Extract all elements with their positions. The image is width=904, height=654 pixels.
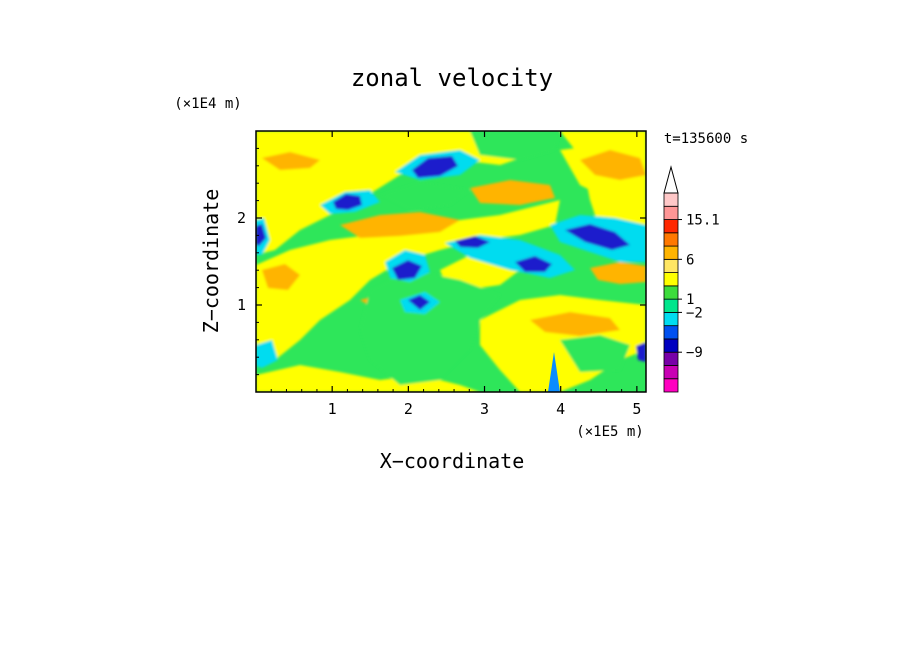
region-strong-positive [530, 312, 620, 336]
region-strong-negative [256, 224, 266, 246]
x-unit-label: (×1E5 m) [576, 424, 643, 440]
x-tick-label: 3 [480, 400, 489, 418]
region-positive [256, 200, 560, 365]
colorbar-label: 6 [686, 252, 694, 268]
colorbar-segment [663, 351, 679, 366]
region-positive [256, 131, 560, 255]
chart-title: zonal velocity [351, 64, 553, 92]
region-near-zero [470, 131, 560, 160]
region-strong-positive [262, 264, 300, 290]
colorbar-segment [663, 365, 679, 380]
contour-field [256, 131, 646, 392]
colorbar-segment [663, 338, 679, 353]
region-strong-negative [565, 224, 630, 250]
colorbar-segment [663, 245, 679, 260]
colorbar: 15.1 6 1−2 −9 [663, 165, 720, 393]
region-negative-spike [548, 352, 560, 392]
region-weak-negative [256, 340, 278, 368]
colorbar-label: −9 [686, 345, 703, 361]
region-strong-negative [333, 194, 362, 210]
colorbar-label: 15.1 [686, 213, 720, 229]
colorbar-segment [663, 272, 679, 287]
colorbar-segment [663, 192, 679, 207]
colorbar-segment [663, 258, 679, 274]
x-axis-label: X−coordinate [380, 449, 525, 473]
region-strong-positive [340, 212, 460, 238]
y-unit-label: (×1E4 m) [174, 96, 241, 112]
region-strong-negative [515, 256, 552, 272]
y-axis-label: Z−coordinate [199, 189, 223, 334]
colorbar-label: 1 [686, 292, 694, 308]
region-strong-positive [590, 262, 646, 284]
x-tick-label: 1 [328, 400, 337, 418]
x-tick-label: 4 [556, 400, 565, 418]
colorbar-label: −2 [686, 305, 703, 321]
region-near-zero [560, 335, 630, 372]
colorbar-segment [663, 311, 679, 327]
region-near-zero [360, 270, 500, 385]
region-strong-positive [262, 152, 320, 170]
region-strong-positive [470, 180, 555, 205]
region-strong-negative [412, 156, 458, 178]
colorbar-segment [663, 298, 679, 313]
region-strong-negative [408, 295, 430, 310]
y-tick-label: 1 [237, 296, 246, 314]
colorbar-segment [663, 219, 679, 234]
x-tick-label: 5 [632, 400, 641, 418]
x-tick-label: 2 [404, 400, 413, 418]
region-near-zero [380, 182, 470, 210]
colorbar-segment [663, 205, 679, 220]
region-strong-negative [455, 236, 490, 248]
region-strong-negative [392, 260, 422, 280]
region-strong-positive [580, 150, 646, 180]
y-tick-label: 2 [237, 209, 246, 227]
region-strong-negative [636, 342, 646, 362]
time-label: t=135600 s [664, 131, 748, 147]
plot-frame [255, 130, 647, 393]
colorbar-segment [663, 285, 679, 300]
colorbar-segment [663, 325, 679, 340]
x-axis: 1 2 3 4 5 [270, 131, 641, 418]
colorbar-segment [663, 232, 679, 247]
y-axis: 12 [237, 147, 646, 376]
colorbar-extend-arrow [663, 165, 679, 194]
region-positive [256, 365, 480, 392]
colorbar-segment [663, 378, 679, 393]
